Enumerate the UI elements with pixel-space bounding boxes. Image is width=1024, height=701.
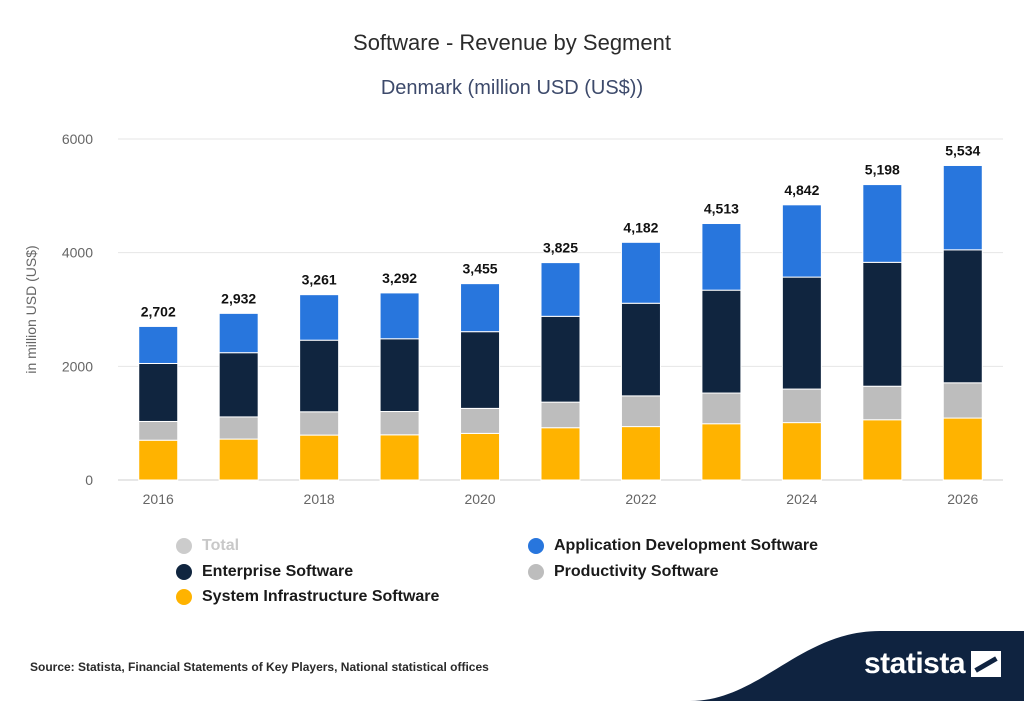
chart-subtitle: Denmark (million USD (US$)) bbox=[380, 77, 644, 99]
bar-segment bbox=[218, 312, 259, 354]
bar-segment bbox=[460, 407, 501, 434]
legend-dot-icon bbox=[528, 538, 544, 554]
chart-title: Software - Revenue by Segment bbox=[353, 30, 671, 55]
x-tick-label: 2018 bbox=[304, 491, 335, 507]
bar-segment bbox=[299, 339, 340, 413]
bar-segment bbox=[218, 438, 259, 481]
legend-dot-icon bbox=[176, 564, 192, 580]
legend-label-enterprise: Enterprise Software bbox=[202, 563, 354, 580]
legend-item-application-development[interactable]: Application Development Software bbox=[528, 537, 818, 555]
bar-segment bbox=[862, 385, 903, 421]
total-data-label: 3,261 bbox=[302, 272, 337, 288]
y-tick-label: 0 bbox=[85, 472, 93, 488]
x-tick-label: 2020 bbox=[464, 491, 495, 507]
bar-segment bbox=[138, 325, 179, 364]
bar-segment bbox=[862, 419, 903, 481]
bar-segment bbox=[781, 422, 822, 481]
bar-segment bbox=[460, 331, 501, 409]
bar-segment bbox=[701, 392, 742, 425]
legend-item-system-infrastructure[interactable]: System Infrastructure Software bbox=[176, 588, 439, 606]
x-tick-label: 2016 bbox=[143, 491, 174, 507]
bar-segment bbox=[138, 439, 179, 481]
brand-wordmark: statista bbox=[864, 647, 966, 680]
stacked-bar-chart: 0 2000 4000 6000 in million USD (US$) 2,702 2,… bbox=[23, 131, 1003, 507]
x-tick-label: 2026 bbox=[947, 491, 978, 507]
x-tick-label: 2024 bbox=[786, 491, 817, 507]
bar-segment bbox=[942, 249, 983, 384]
total-data-label: 2,702 bbox=[141, 303, 176, 319]
statista-logo[interactable]: statista bbox=[864, 647, 1002, 681]
total-data-label: 3,825 bbox=[543, 240, 578, 256]
bar-segment bbox=[701, 223, 742, 291]
bar-segment bbox=[781, 204, 822, 278]
bar-segment bbox=[942, 417, 983, 481]
y-tick-label: 6000 bbox=[62, 131, 93, 147]
legend-label-application-development: Application Development Software bbox=[554, 537, 819, 554]
bar-segment bbox=[379, 292, 420, 340]
bar-segment bbox=[620, 241, 661, 304]
bar-segment bbox=[379, 338, 420, 413]
bar-segment bbox=[942, 382, 983, 419]
bar-segment bbox=[862, 261, 903, 387]
legend-dot-icon bbox=[528, 564, 544, 580]
bar-segment bbox=[218, 352, 259, 418]
bar-segment bbox=[781, 276, 822, 390]
bar-segment bbox=[299, 434, 340, 481]
bar-segment bbox=[540, 315, 581, 403]
bar-segment bbox=[460, 283, 501, 333]
legend-item-enterprise[interactable]: Enterprise Software bbox=[176, 563, 353, 581]
total-data-label: 4,182 bbox=[623, 219, 658, 235]
bar-segment bbox=[781, 388, 822, 424]
source-note: Source: Statista, Financial Statements o… bbox=[30, 660, 489, 674]
total-data-label: 4,842 bbox=[784, 182, 819, 198]
total-data-label: 4,513 bbox=[704, 201, 739, 217]
total-data-label: 5,534 bbox=[945, 142, 980, 158]
statista-mark-icon bbox=[971, 651, 1002, 677]
bar-segment bbox=[460, 432, 501, 481]
legend-item-productivity[interactable]: Productivity Software bbox=[528, 563, 718, 581]
total-data-label: 3,292 bbox=[382, 270, 417, 286]
y-axis-label: in million USD (US$) bbox=[23, 245, 39, 373]
bar-segment bbox=[942, 164, 983, 251]
total-data-label: 3,455 bbox=[463, 261, 498, 277]
total-data-label: 2,932 bbox=[221, 290, 256, 306]
bar-segment bbox=[138, 362, 179, 422]
bar-segment bbox=[620, 302, 661, 397]
y-tick-label: 4000 bbox=[62, 245, 93, 261]
bar-segment bbox=[540, 262, 581, 317]
legend-dot-icon bbox=[176, 538, 192, 554]
legend-label-productivity: Productivity Software bbox=[554, 563, 719, 580]
y-tick-label: 2000 bbox=[62, 358, 93, 374]
bar-segment bbox=[701, 289, 742, 394]
bar-segment bbox=[862, 184, 903, 263]
bar-segment bbox=[540, 427, 581, 481]
legend-label-system-infrastructure: System Infrastructure Software bbox=[202, 588, 440, 605]
bar-segment bbox=[620, 426, 661, 481]
legend-item-total[interactable]: Total bbox=[176, 537, 239, 555]
total-data-label: 5,198 bbox=[865, 162, 900, 178]
legend-dot-icon bbox=[176, 589, 192, 605]
x-tick-label: 2022 bbox=[625, 491, 656, 507]
legend-label-total: Total bbox=[202, 537, 240, 554]
bar-segment bbox=[299, 294, 340, 341]
